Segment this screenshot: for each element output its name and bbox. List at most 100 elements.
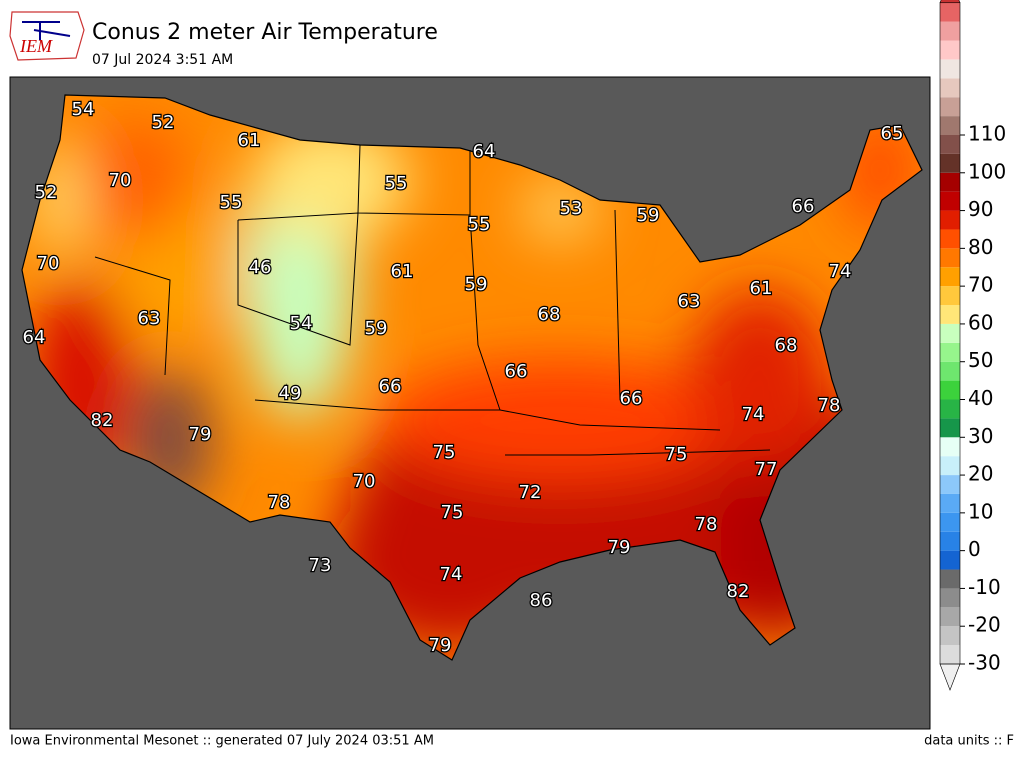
colorbar-bin [940, 607, 960, 627]
station-label: 64 [23, 327, 46, 348]
colorbar-bin [940, 21, 960, 41]
colorbar-bin [940, 40, 960, 60]
station-label: 78 [268, 492, 291, 513]
colorbar-bin [940, 569, 960, 589]
station-label: 46 [249, 257, 272, 278]
colorbar-bin [940, 135, 960, 154]
station-label: 75 [441, 502, 464, 523]
logo: IEM [9, 11, 85, 61]
station-label: 61 [750, 278, 773, 299]
subtitle: 07 Jul 2024 3:51 AM [92, 52, 233, 68]
colorbar-bin [940, 116, 960, 135]
station-label: 79 [429, 635, 452, 656]
station-label: 53 [560, 198, 583, 219]
station-label: 74 [829, 261, 852, 282]
station-labels: 54 52 61 64 65 70 52 55 55 53 59 66 55 46 70 61 59 74 61 63… [21, 98, 904, 658]
colorbar-bin [940, 626, 960, 646]
colorbar-tick-label: 80 [968, 235, 993, 259]
station-label: 49 [279, 383, 302, 404]
colorbar-bin [940, 531, 960, 551]
station-label: 82 [91, 410, 114, 431]
station-label: 52 [35, 182, 58, 203]
station-label: 59 [637, 205, 660, 226]
station-label: 78 [818, 395, 841, 416]
colorbar-bin [940, 153, 960, 173]
colorbar-tick-label: -30 [968, 651, 1001, 675]
footer-right: data units :: F [924, 734, 1014, 749]
colorbar-bin [940, 437, 960, 457]
state-lines [94, 144, 771, 456]
station-label: 79 [189, 424, 212, 445]
station-label: 55 [468, 214, 491, 235]
station-label: 86 [530, 590, 553, 611]
colorbar: -30 -20 -10 0 10 20 30 40 50 60 70 80 90 100 110 [939, 0, 1006, 691]
station-label: 74 [742, 404, 765, 425]
colorbar-tick-label: 20 [968, 462, 993, 486]
colorbar-bin [940, 286, 960, 306]
colorbar-bin [940, 2, 960, 22]
us-outline [21, 94, 923, 661]
station-label: 66 [505, 361, 528, 382]
colorbar-bin [940, 361, 960, 381]
colorbar-bin [940, 493, 960, 513]
colorbar-tick-label: 70 [968, 273, 993, 297]
station-label: 77 [755, 459, 778, 480]
station-label: 61 [391, 261, 414, 282]
colorbar-tick-label: 100 [968, 159, 1006, 183]
colorbar-bin [940, 399, 960, 419]
colorbar-bin [940, 78, 960, 98]
colorbar-bin [940, 172, 960, 192]
station-label: 54 [290, 313, 313, 334]
station-label: 55 [220, 192, 243, 213]
colorbar-bin [940, 248, 960, 268]
station-label: 75 [665, 444, 688, 465]
colorbar-bin [940, 588, 960, 608]
colorbar-bin [940, 380, 960, 400]
station-label: 72 [519, 482, 542, 503]
colorbar-arrow-bottom [939, 663, 961, 691]
colorbar-bin [940, 191, 960, 211]
station-label: 68 [538, 304, 561, 325]
colorbar-tick-label: 10 [968, 499, 993, 523]
station-label: 52 [152, 112, 175, 133]
colorbar-bin [940, 267, 960, 287]
title: Conus 2 meter Air Temperature [92, 20, 438, 45]
station-label: 70 [37, 253, 60, 274]
colorbar-tick-label: 0 [968, 537, 981, 561]
colorbar-bin [940, 305, 960, 324]
colorbar-tick-label: 110 [968, 122, 1006, 146]
station-label: 68 [775, 335, 798, 356]
station-label: 63 [678, 291, 701, 312]
colorbar-frame [939, 2, 961, 665]
station-label: 66 [620, 388, 643, 409]
station-label: 59 [365, 318, 388, 339]
colorbar-bin [940, 418, 960, 438]
colorbar-bin [940, 512, 960, 532]
station-label: 66 [379, 376, 402, 397]
station-label: 55 [385, 173, 408, 194]
station-label: 74 [440, 564, 463, 585]
station-label: 63 [138, 308, 161, 329]
colorbar-tick-label: 40 [968, 386, 993, 410]
colorbar-bin [940, 323, 960, 343]
colorbar-bin [940, 229, 960, 249]
colorbar-bin [940, 456, 960, 476]
colorbar-tick-label: -20 [968, 613, 1001, 637]
footer-left: Iowa Environmental Mesonet :: generated … [10, 734, 434, 749]
colorbar-bin [940, 645, 960, 664]
colorbar-bin [940, 550, 960, 570]
colorbar-bin [940, 210, 960, 230]
colorbar-bin [940, 342, 960, 362]
colorbar-tick-label: 90 [968, 197, 993, 221]
colorbar-tick-label: -10 [968, 575, 1001, 599]
colorbar-bin [940, 475, 960, 494]
colorbar-bin [940, 59, 960, 79]
station-label: 66 [792, 196, 815, 217]
colorbar-bin [940, 97, 960, 117]
station-label: 65 [881, 123, 904, 144]
colorbar-tick-label: 60 [968, 310, 993, 334]
colorbar-arrow-top [939, 0, 961, 4]
station-label: 59 [465, 274, 488, 295]
station-label: 64 [473, 141, 496, 162]
